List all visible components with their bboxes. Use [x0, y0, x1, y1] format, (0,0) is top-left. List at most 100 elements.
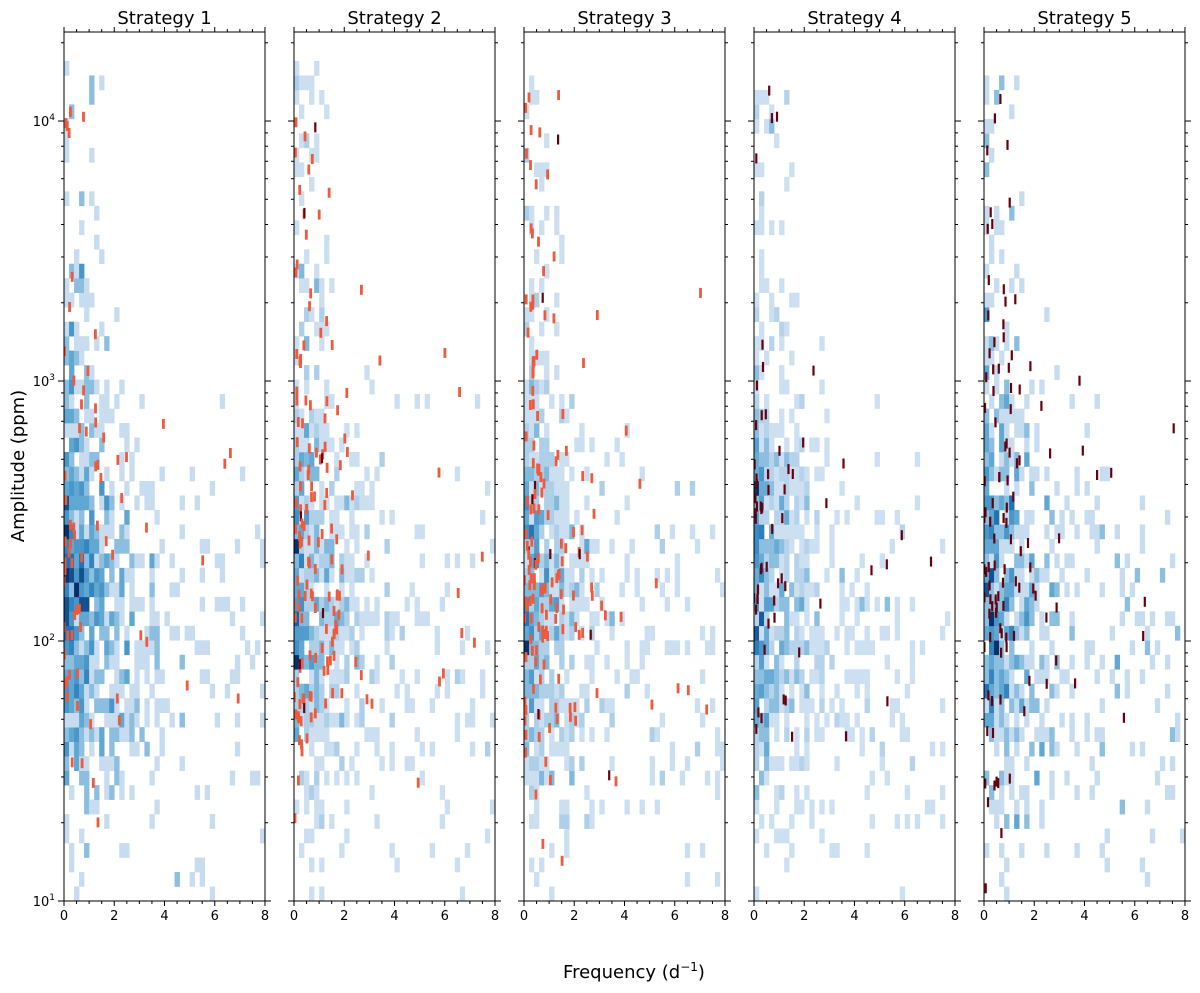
- x-tick-label: 0: [60, 909, 68, 924]
- histogram-cell: [984, 423, 990, 438]
- x-axis-label: Frequency (d−1): [563, 960, 705, 983]
- histogram-cell: [114, 669, 120, 685]
- histogram-cell: [814, 611, 820, 627]
- histogram-cell: [709, 625, 716, 641]
- histogram-cell: [1034, 466, 1040, 482]
- histogram-cell: [939, 785, 946, 800]
- histogram-cell: [299, 582, 305, 598]
- histogram-cell: [769, 640, 775, 656]
- histogram-cell: [119, 611, 125, 627]
- histogram-cell: [769, 683, 775, 699]
- histogram-cell: [1014, 625, 1020, 641]
- histogram-cell: [794, 756, 800, 771]
- histogram-cell: [549, 452, 555, 467]
- histogram-cell: [89, 538, 95, 554]
- histogram-cell: [89, 423, 95, 438]
- histogram-cell: [1054, 365, 1060, 380]
- histogram-cell: [769, 567, 775, 583]
- histogram-cell: [1139, 538, 1146, 554]
- histogram-cell: [714, 727, 721, 742]
- histogram-cell: [549, 712, 555, 728]
- histogram-cell: [294, 466, 300, 482]
- histogram-cell: [844, 712, 850, 728]
- histogram-cell: [549, 669, 555, 685]
- histogram-cell: [414, 611, 420, 627]
- histogram-cell: [549, 683, 555, 699]
- histogram-cell: [909, 596, 916, 612]
- histogram-cell: [709, 524, 716, 540]
- histogram-cell: [79, 828, 85, 844]
- x-tick-label: 0: [980, 909, 988, 924]
- histogram-cell: [484, 828, 491, 844]
- histogram-cell: [374, 669, 380, 685]
- histogram-cell: [104, 756, 110, 771]
- histogram-cell: [1034, 423, 1040, 438]
- histogram-cell: [1154, 640, 1161, 656]
- histogram-cell: [554, 205, 560, 221]
- histogram-cell: [779, 365, 785, 380]
- histogram-cell: [614, 437, 620, 453]
- histogram-cell: [139, 553, 145, 569]
- histogram-cell: [529, 75, 535, 91]
- histogram-cell: [89, 727, 95, 742]
- histogram-cell: [319, 611, 325, 627]
- histogram-cell: [369, 495, 375, 511]
- histogram-cell: [294, 75, 300, 91]
- histogram-cell: [589, 567, 595, 583]
- histogram-cell: [314, 538, 320, 554]
- histogram-cell: [99, 596, 105, 612]
- histogram-cell: [774, 509, 780, 525]
- histogram-cell: [604, 452, 610, 467]
- histogram-cell: [1069, 683, 1075, 699]
- histogram-cell: [1029, 567, 1035, 583]
- histogram-cell: [989, 509, 995, 525]
- histogram-cell: [659, 770, 665, 786]
- histogram-cell: [994, 582, 1000, 598]
- histogram-cell: [69, 727, 75, 742]
- histogram-cell: [764, 698, 770, 714]
- histogram-cell: [489, 538, 495, 554]
- histogram-cell: [1169, 553, 1176, 569]
- histogram-cell: [114, 625, 120, 641]
- histogram-cell: [324, 611, 330, 627]
- histogram-cell: [354, 495, 360, 511]
- histogram-cell: [159, 741, 165, 757]
- histogram-cell: [789, 669, 795, 685]
- histogram-cell: [754, 596, 760, 612]
- histogram-cell: [314, 278, 320, 293]
- histogram-cell: [539, 683, 545, 699]
- histogram-cell: [379, 452, 385, 467]
- histogram-cell: [544, 379, 550, 395]
- histogram-cell: [824, 408, 830, 424]
- histogram-cell: [624, 553, 630, 569]
- histogram-cell: [1004, 336, 1010, 351]
- histogram-cell: [484, 640, 491, 656]
- histogram-cell: [1034, 437, 1040, 453]
- histogram-cell: [534, 379, 540, 395]
- histogram-cell: [314, 756, 320, 771]
- histogram-cell: [119, 785, 125, 800]
- histogram-cell: [994, 611, 1000, 627]
- x-tick-label: 2: [570, 909, 578, 924]
- histogram-cell: [579, 423, 585, 438]
- histogram-cell: [754, 654, 760, 670]
- histogram-cell: [999, 452, 1005, 467]
- histogram-cell: [354, 524, 360, 540]
- histogram-cell: [104, 625, 110, 641]
- histogram-cell: [84, 567, 90, 583]
- histogram-cell: [839, 480, 845, 496]
- histogram-cell: [654, 727, 660, 742]
- histogram-cell: [879, 756, 885, 771]
- histogram-cell: [489, 799, 495, 815]
- histogram-cell: [294, 669, 300, 685]
- histogram-cell: [909, 756, 916, 771]
- histogram-cell: [799, 394, 805, 409]
- histogram-cell: [544, 263, 550, 279]
- histogram-cell: [314, 133, 320, 149]
- histogram-cell: [999, 669, 1005, 685]
- histogram-cell: [754, 785, 760, 800]
- histogram-cell: [294, 60, 300, 76]
- histogram-cell: [999, 843, 1005, 858]
- histogram-cell: [839, 698, 845, 714]
